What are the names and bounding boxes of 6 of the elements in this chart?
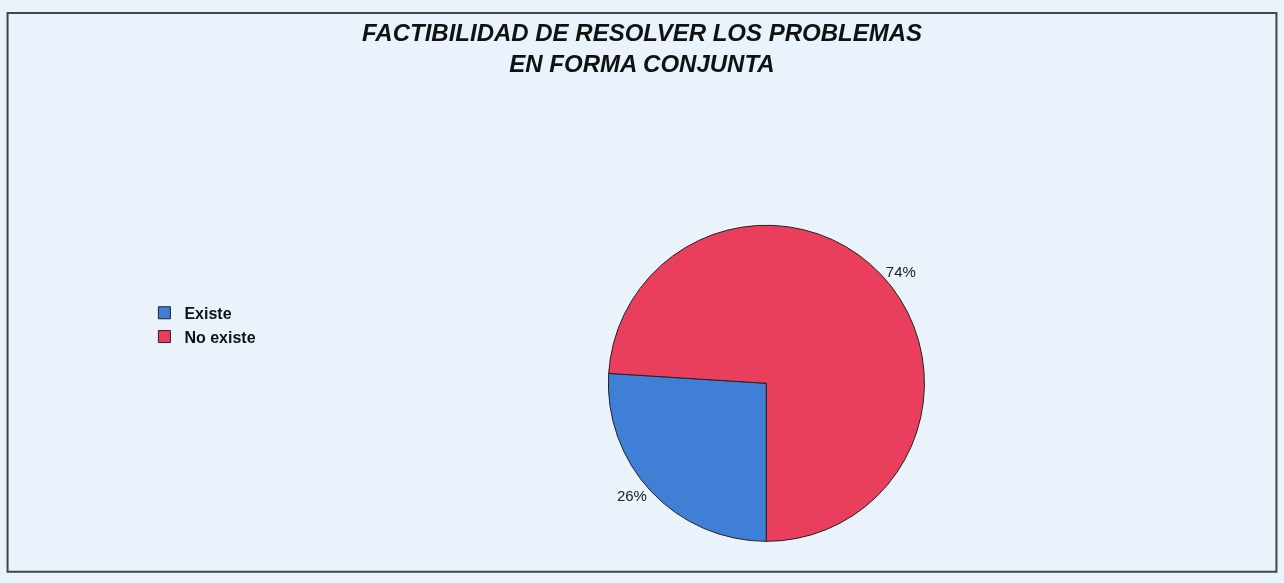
data-label: 26% xyxy=(616,486,647,504)
pie-slice xyxy=(608,224,925,542)
chart-title: FACTIBILIDAD DE RESOLVER LOS PROBLEMAS EN FORMA CONJUNTA xyxy=(361,18,923,78)
data-label: 74% xyxy=(885,262,916,280)
legend-label: Existe xyxy=(184,304,232,322)
legend-label: No existe xyxy=(184,328,256,346)
